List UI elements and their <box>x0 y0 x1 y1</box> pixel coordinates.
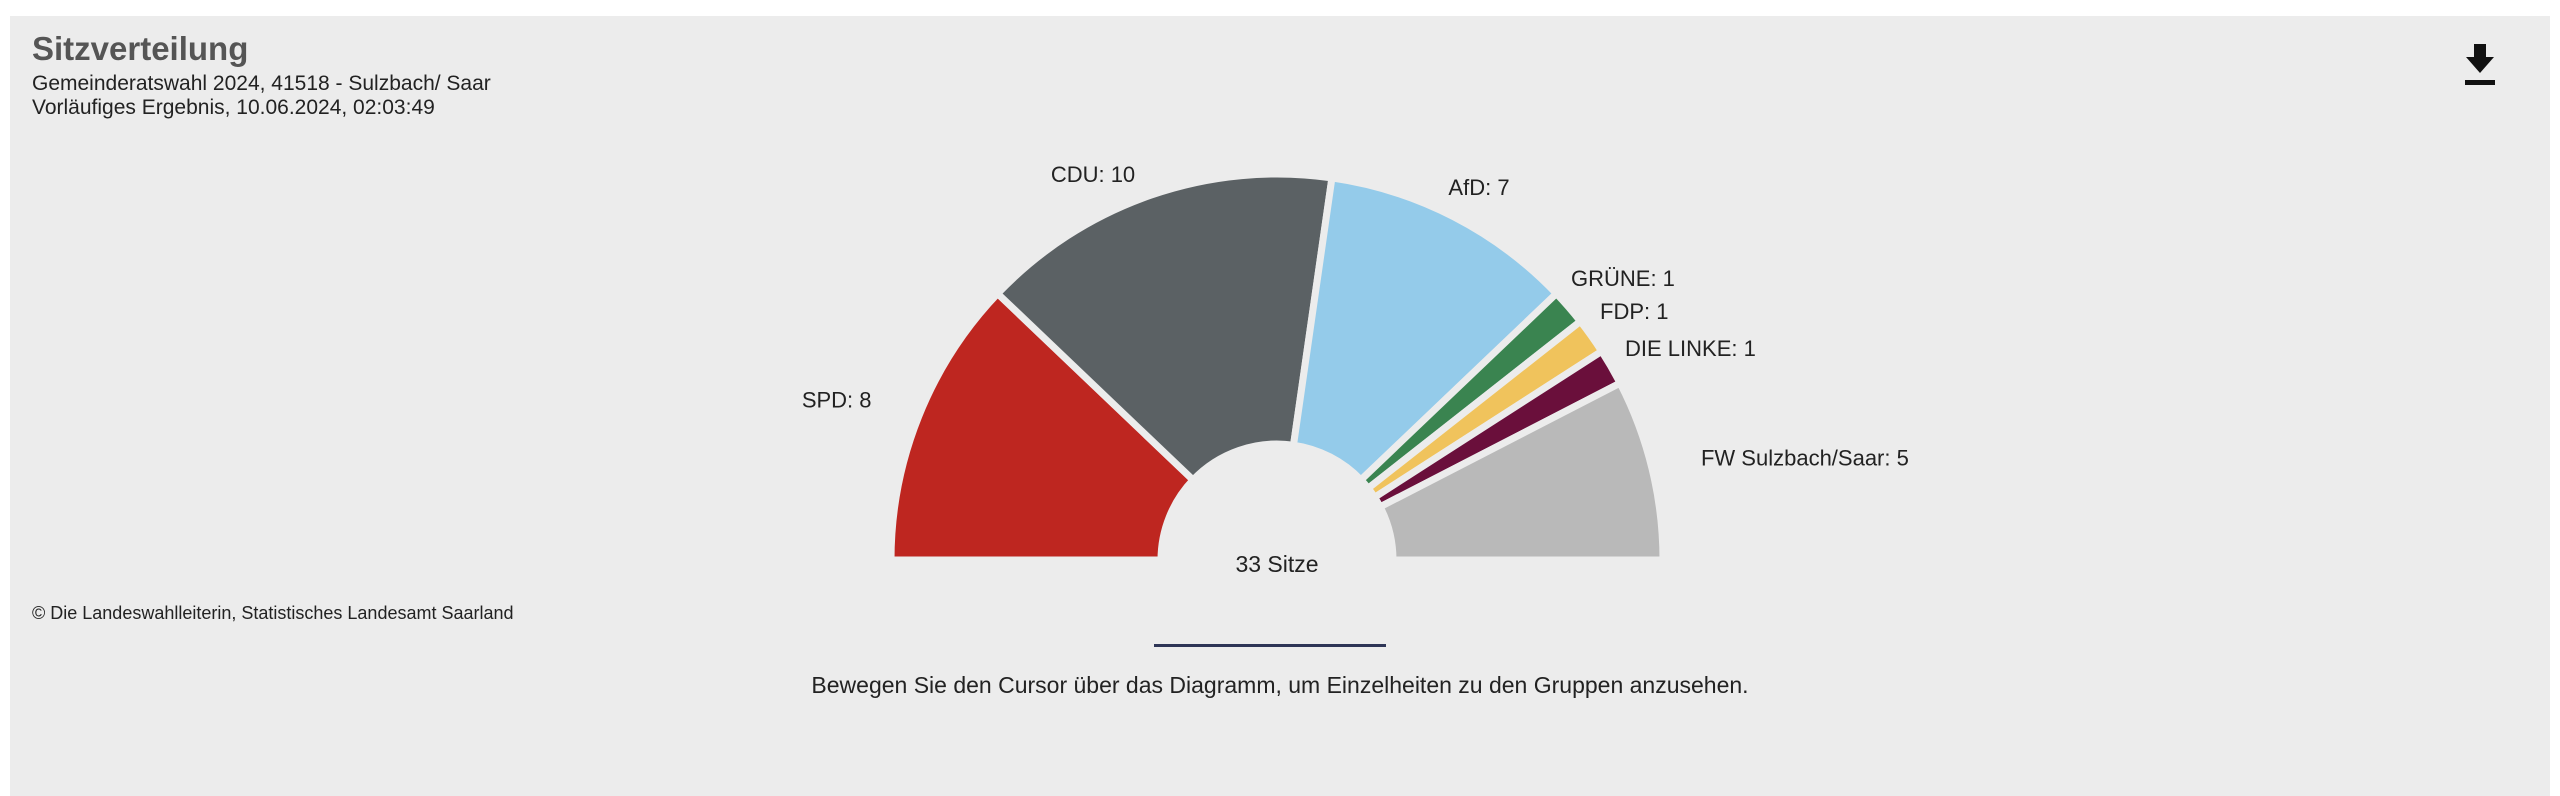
copyright-text: © Die Landeswahlleiterin, Statistisches … <box>32 603 514 623</box>
seat-label-gr-ne: GRÜNE: 1 <box>1571 266 1675 291</box>
seat-label-cdu: CDU: 10 <box>1051 162 1135 187</box>
seat-label-afd: AfD: 7 <box>1448 175 1509 200</box>
seat-segment-afd[interactable] <box>1290 174 1560 484</box>
seat-segment-spd[interactable] <box>887 290 1197 564</box>
seat-segment-cdu[interactable] <box>994 170 1336 484</box>
seat-label-fdp: FDP: 1 <box>1600 299 1668 324</box>
total-seats-label: 33 Sitze <box>1235 551 1318 577</box>
seat-label-fw-sulzbach-saar: FW Sulzbach/Saar: 5 <box>1701 445 1909 470</box>
download-button[interactable] <box>2460 40 2500 90</box>
seat-label-die-linke: DIE LINKE: 1 <box>1625 336 1756 361</box>
hover-hint: Bewegen Sie den Cursor über das Diagramm… <box>811 672 1749 698</box>
download-icon <box>2465 44 2495 85</box>
hint-divider <box>1154 644 1386 647</box>
seat-label-spd: SPD: 8 <box>802 387 872 412</box>
seat-segment-fw-sulzbach-saar[interactable] <box>1376 379 1667 564</box>
chart-subtitle: Gemeinderatswahl 2024, 41518 - Sulzbach/… <box>32 72 491 120</box>
subtitle-status: Vorläufiges Ergebnis, 10.06.2024, 02:03:… <box>32 96 435 119</box>
subtitle-election: Gemeinderatswahl 2024, 41518 - Sulzbach/… <box>32 72 491 95</box>
chart-title: Sitzverteilung <box>32 30 249 67</box>
